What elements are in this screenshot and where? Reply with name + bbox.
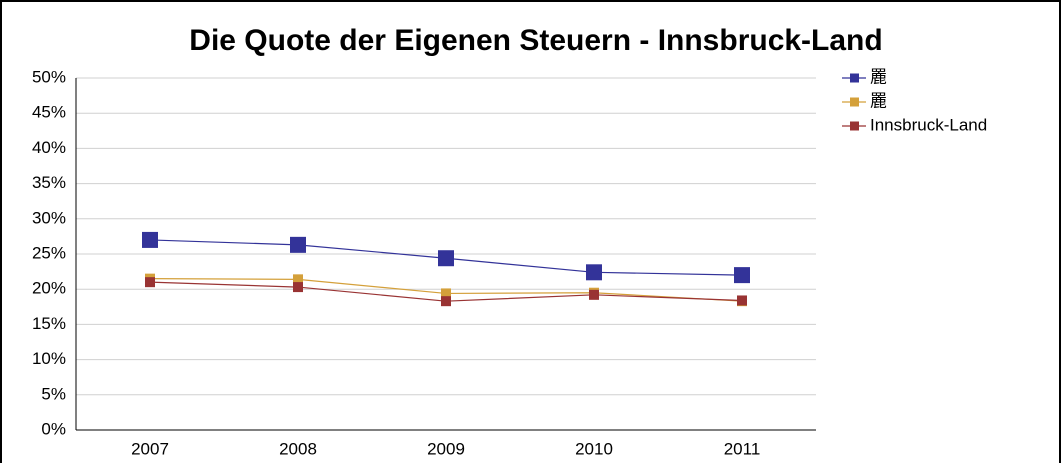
legend-label: 䍡: [870, 67, 887, 86]
y-tick-label: 50%: [32, 67, 66, 86]
marker: [441, 288, 451, 299]
y-tick-label: 15%: [32, 314, 66, 333]
marker: [734, 267, 750, 284]
marker: [438, 250, 454, 267]
y-tick-label: 25%: [32, 243, 66, 262]
x-tick-label: 2007: [131, 439, 169, 458]
marker: [293, 274, 303, 285]
y-tick-label: 45%: [32, 103, 66, 122]
legend-marker: [850, 121, 859, 131]
y-tick-label: 5%: [41, 384, 66, 403]
x-tick-label: 2009: [427, 439, 465, 458]
marker: [441, 296, 451, 307]
y-tick-label: 20%: [32, 279, 66, 298]
x-tick-label: 2011: [724, 439, 761, 458]
x-tick-label: 2008: [279, 439, 317, 458]
chart-title: Die Quote der Eigenen Steuern - Innsbruc…: [189, 24, 882, 57]
marker: [142, 231, 158, 248]
y-tick-label: 40%: [32, 138, 66, 157]
x-tick-label: 2010: [575, 439, 613, 458]
legend-marker: [850, 97, 859, 107]
legend-label: 䍡: [870, 91, 887, 110]
y-tick-label: 0%: [41, 419, 66, 438]
marker: [293, 282, 303, 293]
marker: [737, 295, 747, 306]
marker: [589, 289, 599, 300]
y-tick-label: 10%: [32, 349, 66, 368]
legend-label: Innsbruck-Land: [870, 115, 987, 134]
marker: [290, 236, 306, 253]
y-tick-label: 35%: [32, 173, 66, 192]
marker: [145, 277, 155, 288]
legend-marker: [850, 73, 859, 83]
y-tick-label: 30%: [32, 208, 66, 227]
marker: [586, 264, 602, 281]
